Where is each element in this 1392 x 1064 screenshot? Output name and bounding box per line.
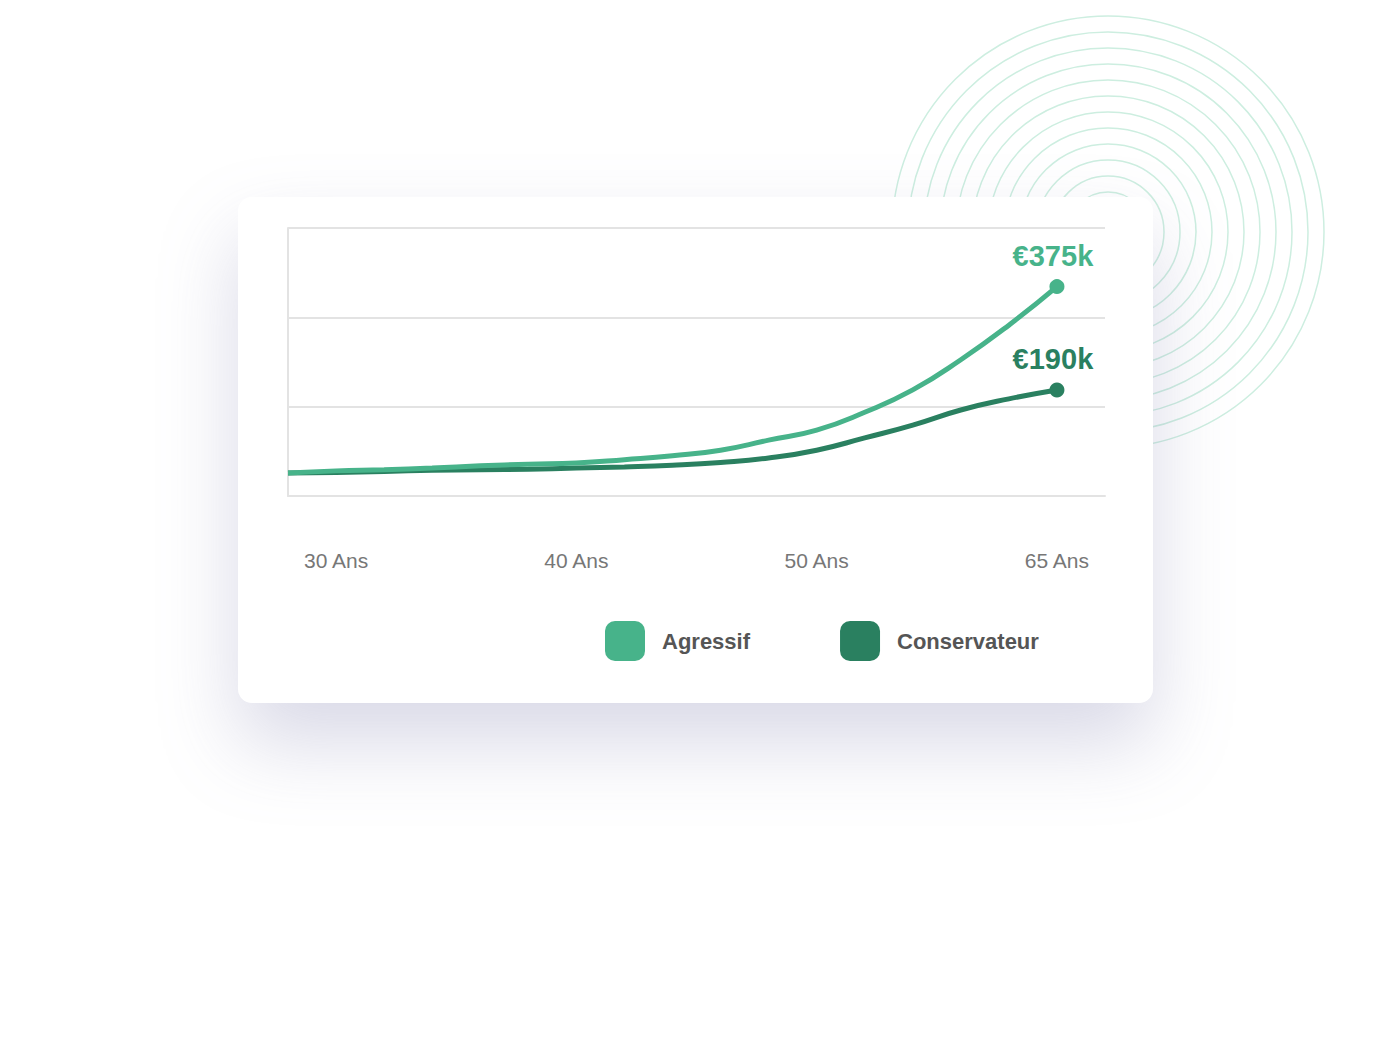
svg-text:65 Ans: 65 Ans: [1025, 549, 1089, 572]
svg-text:50 Ans: 50 Ans: [785, 549, 849, 572]
svg-text:€375k: €375k: [1013, 240, 1095, 272]
svg-text:40 Ans: 40 Ans: [544, 549, 608, 572]
svg-text:€190k: €190k: [1013, 343, 1095, 375]
svg-text:Agressif: Agressif: [662, 629, 751, 654]
svg-text:Conservateur: Conservateur: [897, 629, 1039, 654]
svg-text:30 Ans: 30 Ans: [304, 549, 368, 572]
